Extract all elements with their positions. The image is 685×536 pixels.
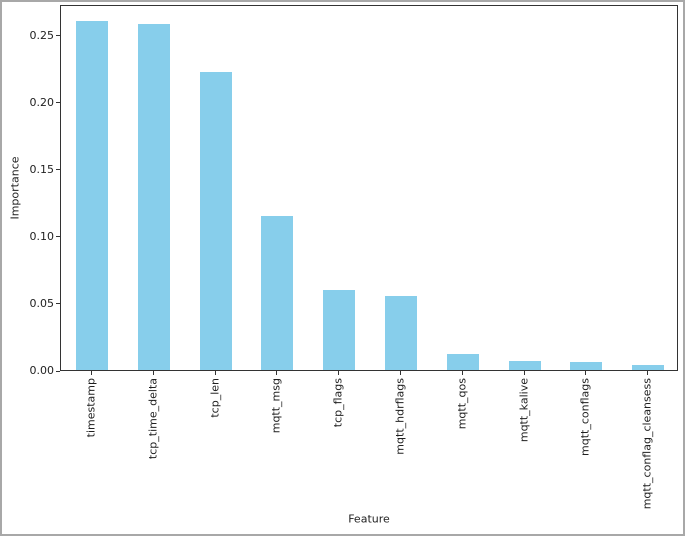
x-tick-mark <box>152 371 154 375</box>
x-tick-label-mqtt_qos: mqtt_qos <box>455 378 469 430</box>
y-tick-label: 0.00 <box>29 364 55 377</box>
x-tick-mark <box>90 371 92 375</box>
y-tick-label: 0.15 <box>29 162 55 176</box>
y-tick-label: 0.10 <box>29 229 55 243</box>
x-tick-label-tcp_time_delta: tcp_time_delta <box>146 378 160 460</box>
bar-tcp_time_delta <box>137 24 170 370</box>
bar-mqtt_qos <box>446 354 479 370</box>
y-tick-label: 0.05 <box>29 296 55 310</box>
x-tick-label-mqtt_conflag_cleansess: mqtt_conflag_cleansess <box>640 378 654 510</box>
x-tick-label-mqtt_kalive: mqtt_kalive <box>517 378 530 443</box>
bar-timestamp <box>75 21 108 370</box>
bar-mqtt_kalive <box>508 361 541 370</box>
bar-tcp_len <box>199 72 232 370</box>
x-tick-mark <box>461 371 463 375</box>
x-tick-label-timestamp: timestamp <box>84 378 98 438</box>
x-tick-mark <box>276 371 278 375</box>
y-tick-label: 0.25 <box>29 28 55 42</box>
plot-area <box>60 5 678 371</box>
x-tick-mark <box>399 371 401 375</box>
x-tick-mark <box>214 371 216 375</box>
x-tick-label-tcp_flags: tcp_flags <box>331 378 345 428</box>
x-tick-mark <box>523 371 525 375</box>
x-tick-label-tcp_len: tcp_len <box>208 378 221 418</box>
x-tick-label-mqtt_conflags: mqtt_conflags <box>578 378 592 456</box>
y-tick-label: 0.20 <box>29 95 55 109</box>
bar-mqtt_conflags <box>570 362 603 370</box>
y-tick-mark <box>56 35 60 37</box>
y-axis-label: Importance <box>8 156 22 220</box>
bar-tcp_flags <box>323 290 356 370</box>
x-tick-mark <box>585 371 587 375</box>
x-tick-label-mqtt_msg: mqtt_msg <box>269 378 283 434</box>
y-tick-mark <box>56 102 60 104</box>
bar-mqtt_msg <box>261 216 294 370</box>
y-tick-mark <box>56 236 60 238</box>
x-tick-mark <box>338 371 340 375</box>
bar-mqtt_conflag_cleansess <box>632 365 665 370</box>
y-tick-mark <box>56 370 60 372</box>
x-tick-label-mqtt_hdrflags: mqtt_hdrflags <box>393 378 407 455</box>
y-tick-mark <box>56 303 60 305</box>
x-tick-mark <box>647 371 649 375</box>
bar-mqtt_hdrflags <box>384 296 417 370</box>
y-tick-mark <box>56 169 60 171</box>
x-axis-label: Feature <box>348 512 390 526</box>
